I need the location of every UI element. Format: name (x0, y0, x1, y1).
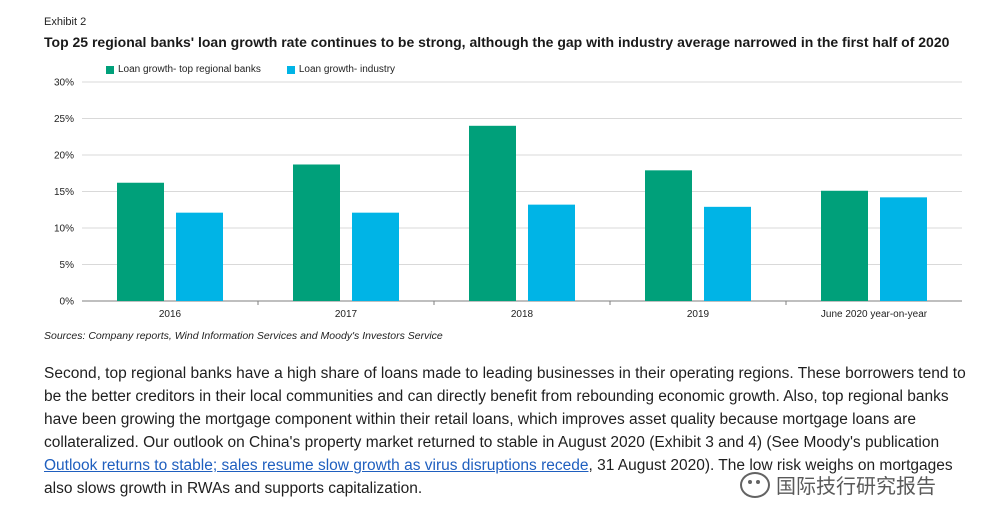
bar-top-regional-2 (469, 125, 516, 301)
y-tick-label: 10% (54, 224, 74, 235)
chart-title: Top 25 regional banks' loan growth rate … (44, 34, 950, 50)
bar-industry-0 (176, 212, 223, 301)
legend-label-industry: Loan growth- industry (298, 64, 396, 75)
bar-industry-4 (880, 197, 927, 301)
bar-top-regional-0 (117, 182, 164, 301)
y-tick-label: 0% (60, 297, 75, 308)
y-tick-label: 20% (54, 151, 74, 162)
x-tick-label: June 2020 year-on-year (821, 309, 928, 320)
source-note: Sources: Company reports, Wind Informati… (44, 330, 443, 342)
legend-label-top-regional: Loan growth- top regional banks (118, 64, 261, 75)
watermark: 国际技行研究报告 (740, 470, 936, 499)
legend-swatch-top-regional (106, 65, 114, 74)
bar-industry-3 (704, 206, 751, 301)
y-tick-label: 5% (60, 260, 75, 271)
y-tick-label: 25% (54, 114, 74, 125)
publication-link[interactable]: Outlook returns to stable; sales resume … (44, 457, 589, 474)
wechat-icon (740, 471, 770, 498)
watermark-text: 国际技行研究报告 (776, 476, 936, 498)
legend-item-top-regional: Loan growth- top regional banks (106, 64, 261, 75)
x-tick-label: 2017 (335, 309, 358, 320)
paragraph-text-start: Second, top regional banks have a high s… (44, 365, 966, 451)
bar-top-regional-1 (293, 164, 340, 301)
x-tick-label: 2016 (159, 309, 182, 320)
bar-top-regional-3 (645, 170, 692, 301)
bar-chart: 0% 5% 10% 15% 20% 25% 30% 2016 2017 2018 2019 June … (54, 78, 962, 320)
x-tick-label: 2019 (687, 309, 710, 320)
bar-industry-2 (528, 204, 575, 301)
paragraph-text-end: , 31 August 2020). The low risk weighs o… (44, 457, 953, 497)
exhibit-label: Exhibit 2 (44, 16, 87, 28)
paragraph: Second, top regional banks have a high s… (44, 362, 974, 500)
legend-swatch-industry (286, 65, 295, 74)
y-tick-label: 30% (54, 78, 74, 89)
bar-top-regional-4 (821, 190, 868, 301)
legend-item-industry: Loan growth- industry (286, 64, 396, 75)
legend: Loan growth- top regional banks Loan gro… (106, 64, 395, 75)
x-tick-label: 2018 (511, 309, 534, 320)
body-paragraph: Second, top regional banks have a high s… (44, 362, 974, 500)
bar-industry-1 (352, 212, 399, 301)
y-tick-label: 15% (54, 187, 74, 198)
